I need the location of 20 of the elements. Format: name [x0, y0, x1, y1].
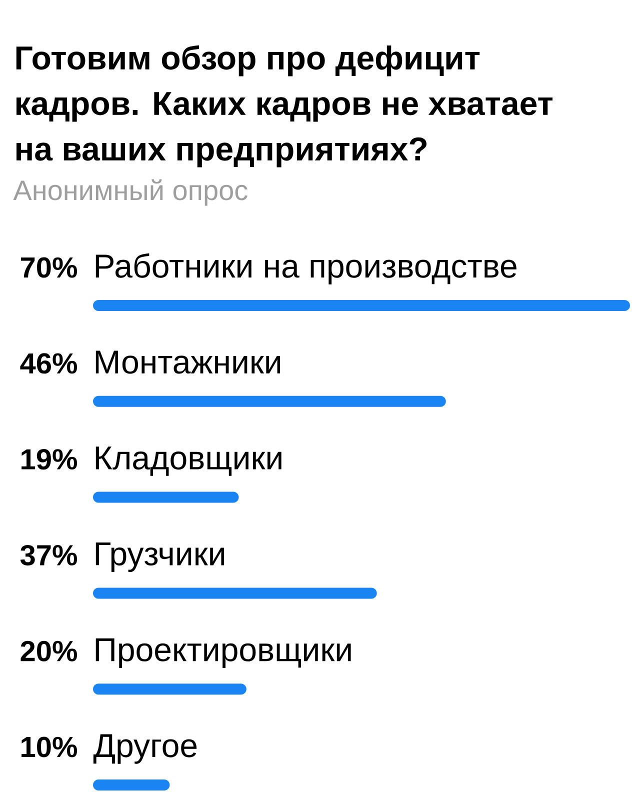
y-tick-label: Монтажники — [96, 350, 280, 374]
chart-subtitle: Анонимный опрос — [13, 179, 248, 206]
y-tick-label: Кладовщики — [96, 446, 282, 476]
bar — [93, 396, 446, 407]
bar — [93, 492, 239, 503]
bar — [93, 684, 246, 695]
data-label: 70% — [20, 257, 78, 278]
data-label: 20% — [20, 640, 78, 662]
data-label: 37% — [20, 544, 78, 566]
data-label: 19% — [22, 449, 78, 470]
bar — [93, 588, 377, 599]
y-tick-label: Грузчики — [96, 542, 224, 572]
bar — [93, 780, 170, 791]
chart-title: Готовим обзор про дефицит кадров. Каких кадров не хватает на ваших предприятиях? — [16, 45, 552, 168]
data-label: 10% — [22, 736, 78, 758]
y-tick-label: Другое — [93, 734, 197, 764]
y-tick-label: Проектировщики — [96, 638, 351, 668]
data-label: 46% — [20, 353, 78, 374]
y-tick-label: Работники на производстве — [96, 253, 516, 284]
bar — [93, 300, 630, 311]
